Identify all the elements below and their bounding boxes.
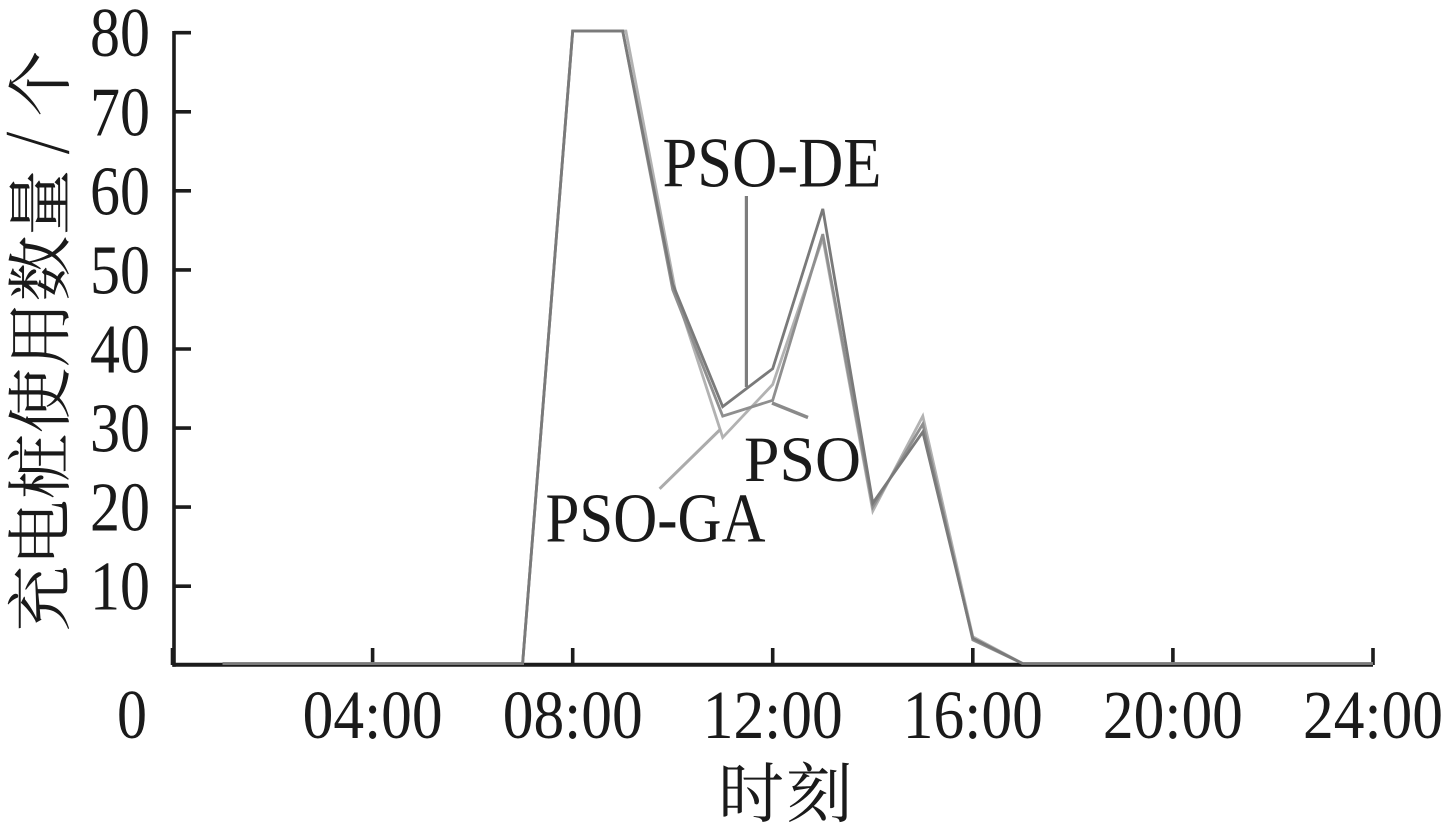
svg-text:30: 30: [90, 390, 150, 467]
svg-text:80: 80: [90, 0, 150, 72]
svg-text:0: 0: [117, 677, 147, 754]
svg-text:PSO-DE: PSO-DE: [663, 124, 882, 203]
svg-text:24:00: 24:00: [1303, 676, 1443, 753]
svg-text:60: 60: [90, 153, 150, 230]
svg-text:08:00: 08:00: [503, 676, 643, 753]
svg-text:12:00: 12:00: [703, 676, 843, 753]
svg-text:40: 40: [90, 311, 150, 388]
svg-text:PSO-GA: PSO-GA: [546, 480, 766, 557]
svg-text:20:00: 20:00: [1103, 676, 1243, 753]
svg-text:20: 20: [90, 469, 150, 546]
svg-text:50: 50: [90, 232, 150, 309]
svg-text:10: 10: [90, 548, 150, 625]
svg-text:PSO: PSO: [744, 422, 861, 495]
svg-text:16:00: 16:00: [903, 676, 1043, 753]
svg-text:70: 70: [90, 74, 150, 151]
svg-text:04:00: 04:00: [303, 676, 443, 753]
